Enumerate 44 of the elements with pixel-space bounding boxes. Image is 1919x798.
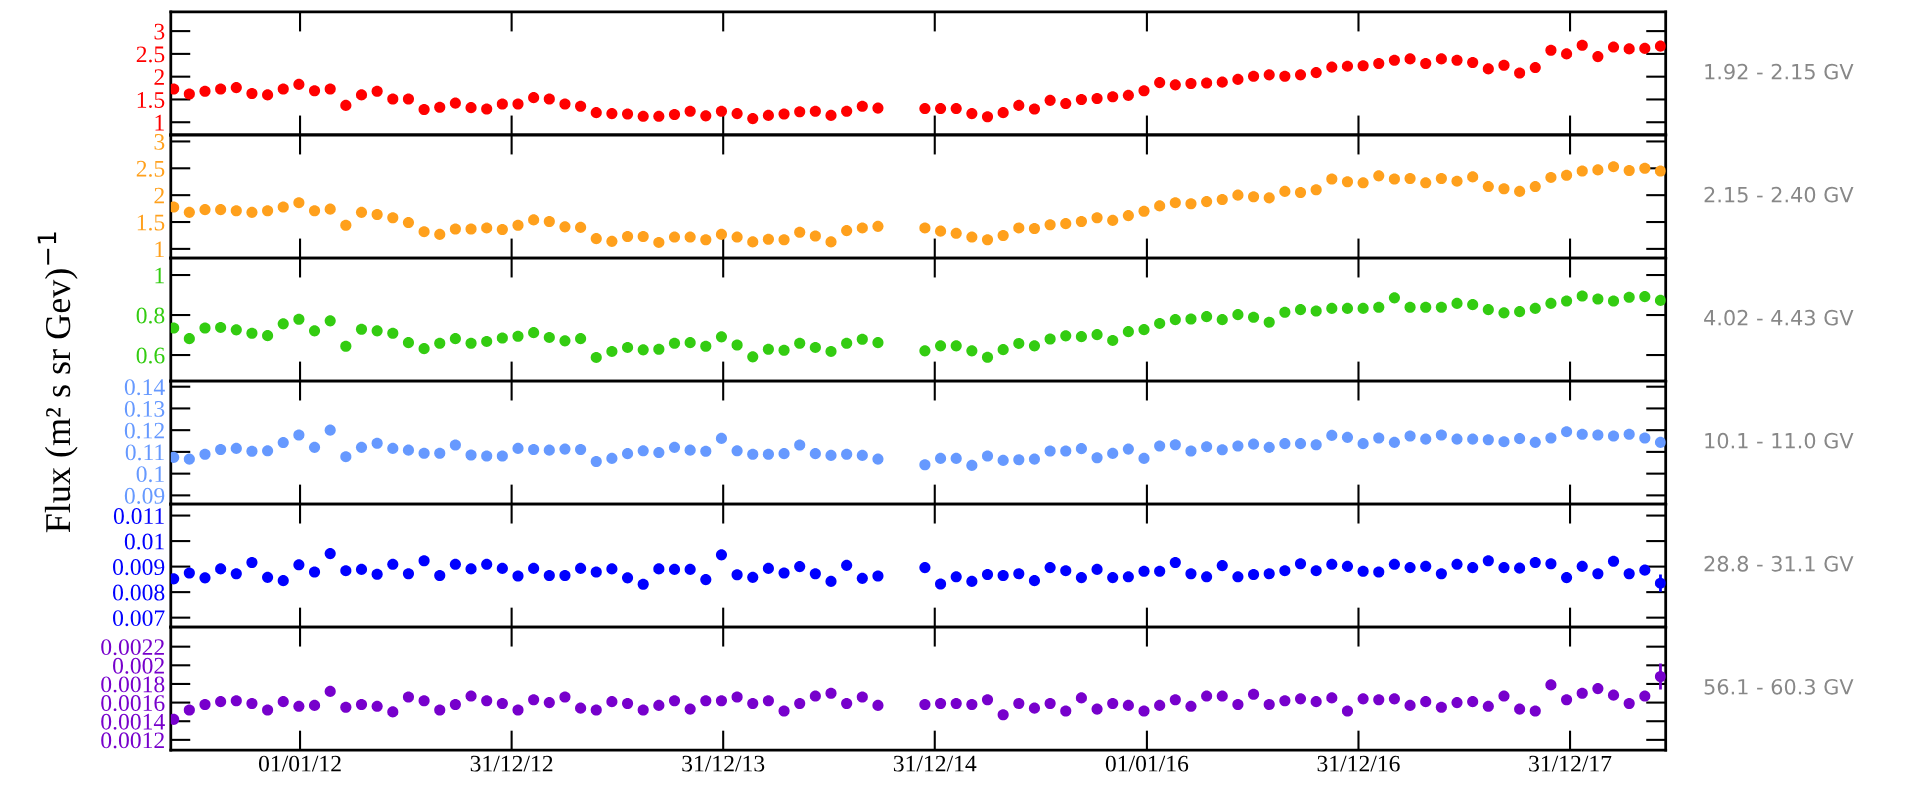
- y-tick-label: 1.5: [137, 214, 165, 231]
- y-tick-label: 0.002: [113, 657, 164, 674]
- x-tick-label: 01/01/16: [1105, 755, 1189, 772]
- y-tick-label: 0.0014: [101, 713, 165, 730]
- y-tick-label: 0.009: [113, 559, 165, 576]
- y-tick-label: 2: [154, 69, 164, 85]
- y-tick-label: 0.14: [124, 379, 165, 396]
- x-tick-label: 31/12/16: [1317, 755, 1400, 772]
- y-tick-label: 2.5: [136, 160, 165, 177]
- y-tick-label: 0.007: [113, 610, 165, 627]
- y-tick-label: 1: [155, 267, 164, 284]
- y-tick-label: 1.5: [137, 92, 165, 108]
- y-tick-label: 0.0018: [101, 676, 165, 693]
- x-tick-label: 31/12/14: [893, 755, 977, 772]
- y-tick-label: 0.008: [113, 584, 165, 601]
- y-tick-label: 1: [155, 241, 164, 258]
- x-tick-label: 31/12/13: [682, 755, 765, 772]
- y-tick-label: 3: [154, 134, 165, 150]
- y-tick-label: 1: [155, 114, 164, 131]
- series-label: 2.15 - 2.40 GV: [1704, 186, 1854, 203]
- x-tick-label: 31/12/17: [1529, 755, 1612, 772]
- y-tick-label: 0.0012: [101, 732, 164, 749]
- series-label: 10.1 - 11.0 GV: [1705, 432, 1854, 449]
- x-tick-label: 31/12/12: [470, 755, 553, 772]
- y-tick-label: 0.13: [124, 400, 165, 417]
- y-tick-label: 0.6: [136, 347, 165, 364]
- y-tick-label: 0.011: [113, 508, 164, 525]
- y-tick-label: 0.8: [136, 307, 165, 324]
- x-tick-label: 01/01/12: [258, 755, 341, 772]
- y-tick-label: 0.09: [124, 487, 165, 504]
- y-tick-label: 0.1: [136, 466, 164, 483]
- y-tick-label: 0.12: [124, 422, 164, 439]
- y-tick-label: 3: [154, 23, 165, 40]
- y-tick-label: 2.5: [136, 46, 165, 63]
- y-tick-label: 2: [154, 187, 164, 204]
- y-axis-title: Flux (m² s sr Gev)$^{−1}$: [37, 232, 78, 533]
- series-label: 28.8 - 31.1 GV: [1704, 555, 1854, 572]
- y-tick-label: 0.0022: [101, 639, 164, 656]
- series-label: 4.02 - 4.43 GV: [1704, 309, 1854, 326]
- y-tick-label: 0.01: [124, 533, 164, 550]
- text: 1.92 - 2.15 GV: [1705, 63, 1854, 80]
- y-tick-label: 0.11: [125, 444, 164, 461]
- y-tick-label: 0.0016: [101, 695, 165, 712]
- series-label: 56.1 - 60.3 GV: [1704, 678, 1854, 695]
